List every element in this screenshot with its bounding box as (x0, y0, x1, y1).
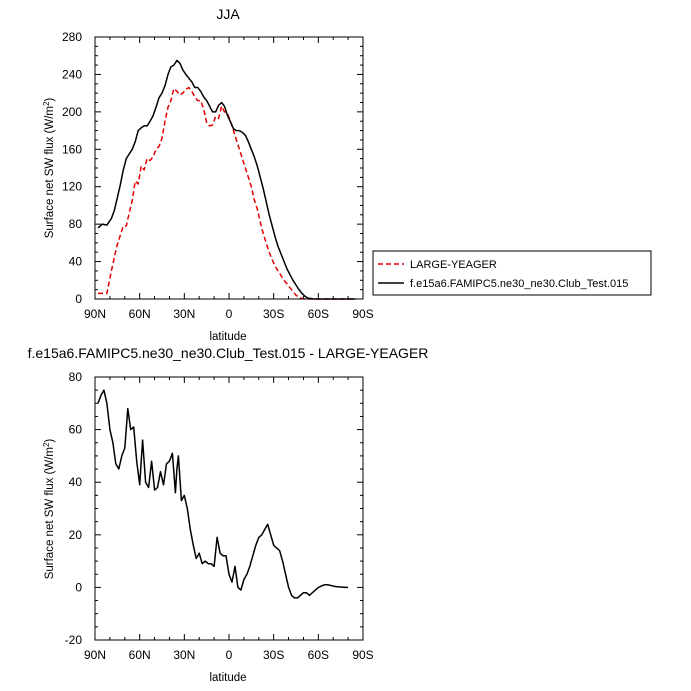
top-x-axis-label: latitude (209, 331, 246, 343)
bottom-panel: f.e15a6.FAMIPC5.ne30_ne30.Club_Test.015 … (28, 345, 429, 684)
top-axis-ticks: 90N 60N 30N 0 30S 60S 90S 0 40 80 120 160 200 240 280 (62, 30, 374, 321)
x-tick-label: 0 (226, 307, 233, 321)
y-tick-label: 80 (69, 370, 83, 384)
y-tick-label: 40 (69, 475, 83, 489)
y-tick-label: -20 (65, 633, 83, 647)
legend-label-large-yeager: LARGE-YEAGER (410, 259, 497, 271)
y-tick-label: 40 (69, 255, 83, 269)
top-panel: JJA Surface net SW flux (W/m2) latitude … (42, 6, 374, 343)
y-tick-label: 200 (62, 105, 82, 119)
x-tick-label: 0 (226, 648, 233, 662)
legend: LARGE-YEAGER f.e15a6.FAMIPC5.ne30_ne30.C… (372, 250, 652, 296)
bottom-x-axis-label: latitude (209, 672, 246, 684)
y-tick-label: 160 (62, 142, 82, 156)
x-tick-label: 60S (308, 648, 329, 662)
series-line-difference (97, 389, 349, 599)
x-tick-label: 60N (129, 648, 151, 662)
x-tick-label: 90S (352, 648, 373, 662)
series-line-model (97, 59, 356, 300)
x-tick-label: 30N (173, 307, 195, 321)
y-tick-label: 280 (62, 30, 82, 44)
x-tick-label: 90N (84, 307, 106, 321)
series-line-large-yeager (98, 86, 356, 300)
y-tick-label: 0 (75, 580, 82, 594)
top-chart-title: JJA (216, 6, 240, 22)
y-tick-label: 240 (62, 67, 82, 81)
x-tick-label: 60N (129, 307, 151, 321)
y-tick-label: 80 (69, 217, 83, 231)
y-tick-label: 0 (75, 292, 82, 306)
y-tick-label: 60 (69, 423, 83, 437)
x-tick-label: 30N (173, 648, 195, 662)
x-tick-label: 30S (263, 648, 284, 662)
x-tick-label: 30S (263, 307, 284, 321)
y-tick-label: 120 (62, 180, 82, 194)
top-series-group (97, 59, 356, 300)
bottom-series-group (97, 389, 349, 599)
y-tick-label: 20 (69, 528, 83, 542)
x-tick-label: 90N (84, 648, 106, 662)
top-y-axis-label: Surface net SW flux (W/m2) (42, 98, 56, 239)
bottom-chart-title: f.e15a6.FAMIPC5.ne30_ne30.Club_Test.015 … (28, 345, 429, 361)
bottom-axis-ticks: 90N 60N 30N 0 30S 60S 90S -20 0 20 40 60 80 (65, 370, 374, 662)
top-plot-frame (94, 36, 364, 300)
x-tick-label: 90S (352, 307, 373, 321)
bottom-plot-frame (94, 376, 364, 641)
legend-box (372, 250, 652, 296)
bottom-y-axis-label: Surface net SW flux (W/m2) (42, 439, 56, 580)
legend-label-model: f.e15a6.FAMIPC5.ne30_ne30.Club_Test.015 (410, 278, 628, 290)
x-tick-label: 60S (308, 307, 329, 321)
